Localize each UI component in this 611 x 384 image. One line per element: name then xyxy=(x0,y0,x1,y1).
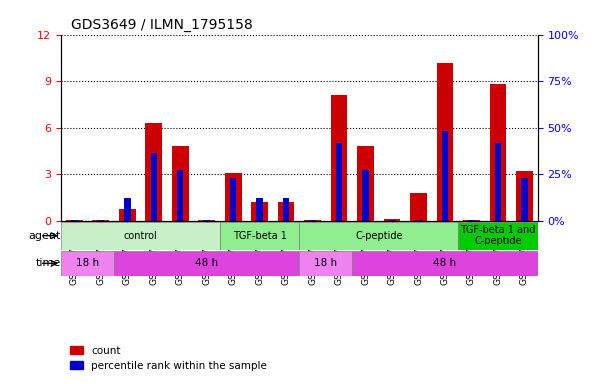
Bar xyxy=(304,220,321,221)
Text: TGF-beta 1: TGF-beta 1 xyxy=(233,231,287,241)
Bar xyxy=(437,63,453,221)
Text: GDS3649 / ILMN_1795158: GDS3649 / ILMN_1795158 xyxy=(71,18,252,32)
Bar xyxy=(353,35,379,221)
Bar xyxy=(283,198,290,221)
Bar xyxy=(66,220,82,221)
Bar xyxy=(458,35,485,221)
Bar xyxy=(331,95,348,221)
Bar xyxy=(379,35,405,221)
Bar xyxy=(199,220,215,221)
Bar xyxy=(167,35,194,221)
FancyBboxPatch shape xyxy=(61,251,114,276)
Bar xyxy=(124,198,131,221)
Bar xyxy=(489,84,507,221)
Bar xyxy=(362,170,369,221)
Bar xyxy=(71,220,78,221)
Bar xyxy=(278,202,295,221)
Bar xyxy=(61,35,87,221)
Legend: count, percentile rank within the sample: count, percentile rank within the sample xyxy=(67,341,271,375)
Bar xyxy=(150,153,157,221)
Bar xyxy=(145,123,162,221)
Bar xyxy=(463,220,480,221)
Bar xyxy=(309,220,316,221)
Bar xyxy=(230,177,236,221)
Bar xyxy=(114,35,141,221)
Bar xyxy=(177,170,183,221)
Bar xyxy=(432,35,458,221)
FancyBboxPatch shape xyxy=(220,222,299,250)
Bar xyxy=(203,220,210,221)
Text: 48 h: 48 h xyxy=(433,258,456,268)
Bar xyxy=(172,146,189,221)
Bar xyxy=(468,220,475,221)
Bar xyxy=(326,35,353,221)
Bar xyxy=(389,220,395,221)
Bar xyxy=(92,220,109,221)
Bar xyxy=(98,220,104,221)
Bar xyxy=(357,146,374,221)
Bar xyxy=(511,35,538,221)
Bar xyxy=(336,143,342,221)
Bar xyxy=(119,209,136,221)
Text: time: time xyxy=(36,258,61,268)
Bar xyxy=(442,131,448,221)
Bar xyxy=(251,202,268,221)
Text: TGF-beta 1 and
C-peptide: TGF-beta 1 and C-peptide xyxy=(460,225,536,247)
FancyBboxPatch shape xyxy=(299,222,458,250)
Bar xyxy=(516,171,533,221)
Bar xyxy=(521,177,528,221)
Bar xyxy=(257,198,263,221)
Bar xyxy=(410,193,427,221)
Bar xyxy=(485,35,511,221)
FancyBboxPatch shape xyxy=(458,222,538,250)
Text: C-peptide: C-peptide xyxy=(355,231,403,241)
Bar xyxy=(384,219,400,221)
Bar xyxy=(194,35,220,221)
Bar xyxy=(225,173,241,221)
Bar xyxy=(220,35,246,221)
Bar xyxy=(405,35,432,221)
FancyBboxPatch shape xyxy=(114,251,299,276)
Bar xyxy=(246,35,273,221)
FancyBboxPatch shape xyxy=(299,251,353,276)
FancyBboxPatch shape xyxy=(61,222,220,250)
Bar xyxy=(495,143,501,221)
Bar xyxy=(299,35,326,221)
Bar xyxy=(415,220,422,221)
Text: 48 h: 48 h xyxy=(195,258,218,268)
Text: 18 h: 18 h xyxy=(76,258,99,268)
Bar xyxy=(87,35,114,221)
Bar xyxy=(273,35,299,221)
Text: agent: agent xyxy=(29,231,61,241)
Text: 18 h: 18 h xyxy=(314,258,337,268)
FancyBboxPatch shape xyxy=(353,251,538,276)
Bar xyxy=(141,35,167,221)
Text: control: control xyxy=(123,231,158,241)
